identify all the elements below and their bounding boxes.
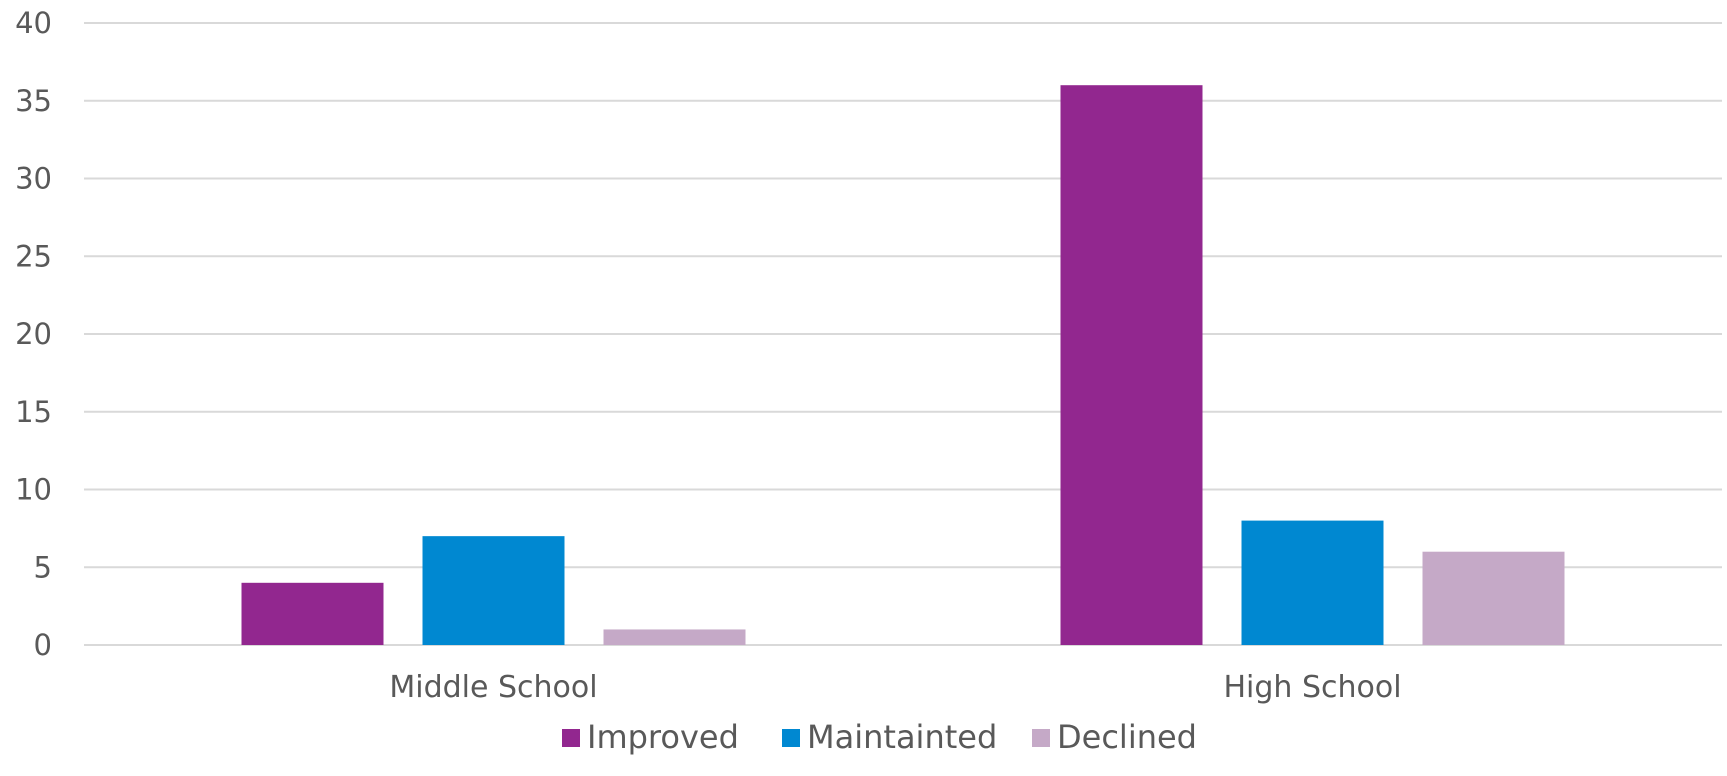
bar-improved-high-school — [1060, 85, 1203, 645]
x-category-label: Middle School — [389, 670, 597, 705]
y-tick-label: 20 — [15, 317, 52, 351]
legend-item-declined: Declined — [1032, 718, 1197, 756]
legend-item-improved: Improved — [562, 718, 739, 756]
bar-maintainted-high-school — [1241, 520, 1384, 645]
x-category-label: High School — [1223, 670, 1401, 705]
y-tick-label: 5 — [34, 550, 52, 584]
legend-swatch — [1032, 729, 1050, 747]
legend-swatch — [782, 729, 800, 747]
bar-improved-middle-school — [241, 582, 384, 645]
y-axis-ticks: 0 5 10 15 20 25 30 35 40 — [15, 6, 52, 662]
legend: Improved Maintainted Declined — [562, 718, 1197, 756]
legend-label: Declined — [1057, 718, 1197, 756]
y-tick-label: 0 — [34, 628, 52, 662]
bar-declined-high-school — [1422, 551, 1565, 645]
legend-label: Maintainted — [807, 718, 997, 756]
legend-swatch — [562, 729, 580, 747]
x-axis-categories: Middle School High School — [389, 670, 1401, 705]
y-tick-label: 10 — [15, 473, 52, 507]
bars — [241, 85, 1565, 645]
bar-maintainted-middle-school — [422, 536, 565, 645]
gridlines — [84, 22, 1722, 646]
bar-declined-middle-school — [603, 629, 746, 645]
y-tick-label: 15 — [15, 395, 52, 429]
legend-label: Improved — [587, 718, 739, 756]
y-tick-label: 25 — [15, 239, 52, 273]
y-tick-label: 40 — [15, 6, 52, 40]
y-tick-label: 35 — [15, 84, 52, 118]
y-tick-label: 30 — [15, 162, 52, 196]
legend-item-maintainted: Maintainted — [782, 718, 997, 756]
